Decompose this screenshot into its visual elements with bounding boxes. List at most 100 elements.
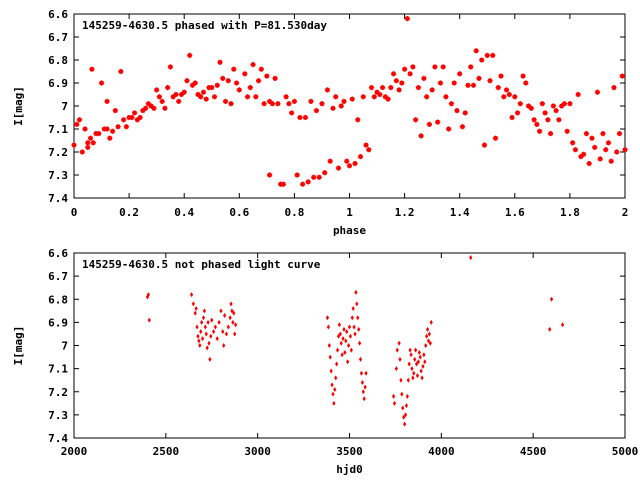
data-point	[205, 345, 209, 351]
y-tick-label: 7.1	[48, 363, 68, 376]
data-point	[338, 331, 342, 337]
data-point	[469, 255, 473, 261]
data-point	[393, 78, 399, 84]
data-point	[506, 91, 512, 98]
data-point	[413, 356, 417, 362]
data-point	[236, 87, 242, 93]
data-point	[346, 359, 350, 365]
data-point	[294, 172, 300, 178]
data-point	[222, 343, 226, 348]
data-point	[399, 80, 405, 86]
data-point	[335, 165, 342, 171]
x-tick-label: 3000	[244, 445, 271, 458]
data-point	[258, 66, 264, 72]
data-point	[225, 78, 231, 84]
data-point	[418, 354, 422, 360]
data-point	[561, 101, 567, 107]
data-point	[289, 110, 295, 116]
data-point	[414, 347, 418, 353]
chart-title: 145259-4630.5 not phased light curve	[82, 258, 321, 271]
data-point	[356, 315, 360, 321]
data-point	[351, 306, 355, 311]
data-point	[611, 85, 617, 91]
data-point	[244, 94, 251, 100]
data-point	[344, 338, 348, 344]
data-point	[311, 174, 317, 180]
data-point	[325, 315, 330, 321]
data-point	[589, 135, 595, 141]
data-point	[199, 329, 203, 335]
data-point	[96, 131, 102, 137]
data-point	[233, 80, 240, 86]
data-point	[228, 101, 234, 107]
data-point	[411, 375, 415, 381]
data-point	[189, 292, 194, 298]
data-point	[404, 403, 409, 409]
data-point	[454, 108, 460, 114]
data-point	[219, 308, 223, 314]
data-point	[74, 121, 80, 127]
data-point	[412, 370, 416, 376]
data-point	[352, 160, 358, 167]
data-point	[332, 400, 336, 406]
data-point	[85, 144, 91, 150]
data-point	[539, 101, 545, 107]
data-point	[396, 87, 402, 93]
data-point	[379, 85, 386, 91]
x-tick-label: 1.6	[505, 206, 525, 219]
data-point	[98, 80, 105, 86]
data-point	[567, 101, 573, 107]
y-tick-label: 7.3	[48, 409, 68, 422]
data-point	[581, 151, 587, 157]
data-point	[423, 359, 427, 365]
data-point	[425, 326, 430, 332]
data-point	[401, 405, 405, 411]
data-point	[203, 324, 207, 330]
data-point	[377, 91, 383, 98]
data-point	[355, 301, 359, 307]
data-point	[549, 296, 554, 302]
data-point	[200, 89, 207, 95]
data-point	[76, 117, 83, 123]
data-point	[592, 144, 598, 150]
data-point	[222, 98, 229, 104]
y-tick-label: 6.9	[48, 77, 68, 90]
data-point	[517, 101, 523, 107]
x-tick-label: 1.8	[560, 206, 580, 219]
y-tick-label: 6.7	[48, 270, 68, 283]
data-point	[523, 80, 529, 86]
data-point	[473, 48, 479, 54]
data-point	[319, 101, 325, 107]
data-point	[553, 108, 559, 114]
data-point	[371, 94, 377, 100]
data-point	[575, 91, 581, 98]
y-tick-label: 7	[61, 100, 68, 113]
x-tick-label: 1	[346, 206, 353, 219]
data-point	[341, 336, 345, 342]
data-point	[459, 124, 466, 130]
data-point	[406, 377, 410, 383]
data-point	[420, 375, 424, 381]
data-point	[233, 331, 237, 337]
data-point	[416, 359, 420, 365]
data-point	[215, 336, 219, 342]
data-point	[330, 105, 336, 111]
data-point	[346, 163, 353, 169]
data-point	[220, 75, 226, 81]
data-point	[340, 352, 344, 358]
data-point	[228, 315, 232, 321]
data-point	[193, 310, 197, 316]
data-point	[267, 172, 273, 178]
data-point	[234, 322, 238, 328]
data-point	[405, 393, 409, 399]
data-point	[495, 85, 501, 91]
x-tick-label: 0.2	[119, 206, 139, 219]
data-point	[346, 343, 351, 348]
data-point	[118, 68, 124, 75]
y-tick-label: 6.6	[48, 247, 68, 260]
data-point	[421, 75, 427, 81]
data-point	[224, 331, 229, 337]
data-point	[184, 78, 190, 84]
data-point	[347, 324, 352, 330]
data-point	[426, 121, 432, 127]
